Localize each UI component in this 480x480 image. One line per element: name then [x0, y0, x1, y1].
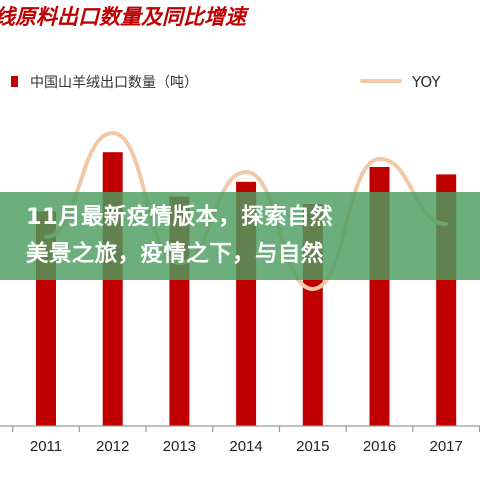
x-tick-label: 2014 — [229, 438, 262, 455]
banner-line-1: 11月最新疫情版本，探索自然 — [26, 204, 333, 230]
yoy-line — [44, 130, 449, 292]
news-banner[interactable]: 11月最新疫情版本，探索自然 美景之旅，疫情之下，与自然 — [0, 192, 480, 280]
banner-line-2: 美景之旅，疫情之下，与自然 — [26, 241, 324, 267]
x-tick-label: 2013 — [163, 438, 196, 455]
legend-yoy-label: YOY — [411, 73, 441, 91]
x-tick-label: 2011 — [30, 438, 62, 455]
chart-title: 线原料出口数量及同比增速 — [0, 4, 250, 29]
legend-bar-label: 中国山羊绒出口数量（吨） — [30, 75, 198, 91]
x-tick-label: 2016 — [363, 438, 396, 455]
legend-bar-swatch — [11, 76, 18, 87]
x-tick-labels: 2011 2012 2013 2014 2015 2016 2017 — [30, 438, 463, 455]
x-tick-label: 2012 — [96, 438, 129, 455]
x-tick-label: 2017 — [430, 438, 463, 455]
x-ticks — [12, 426, 480, 432]
x-tick-label: 2015 — [296, 438, 329, 455]
